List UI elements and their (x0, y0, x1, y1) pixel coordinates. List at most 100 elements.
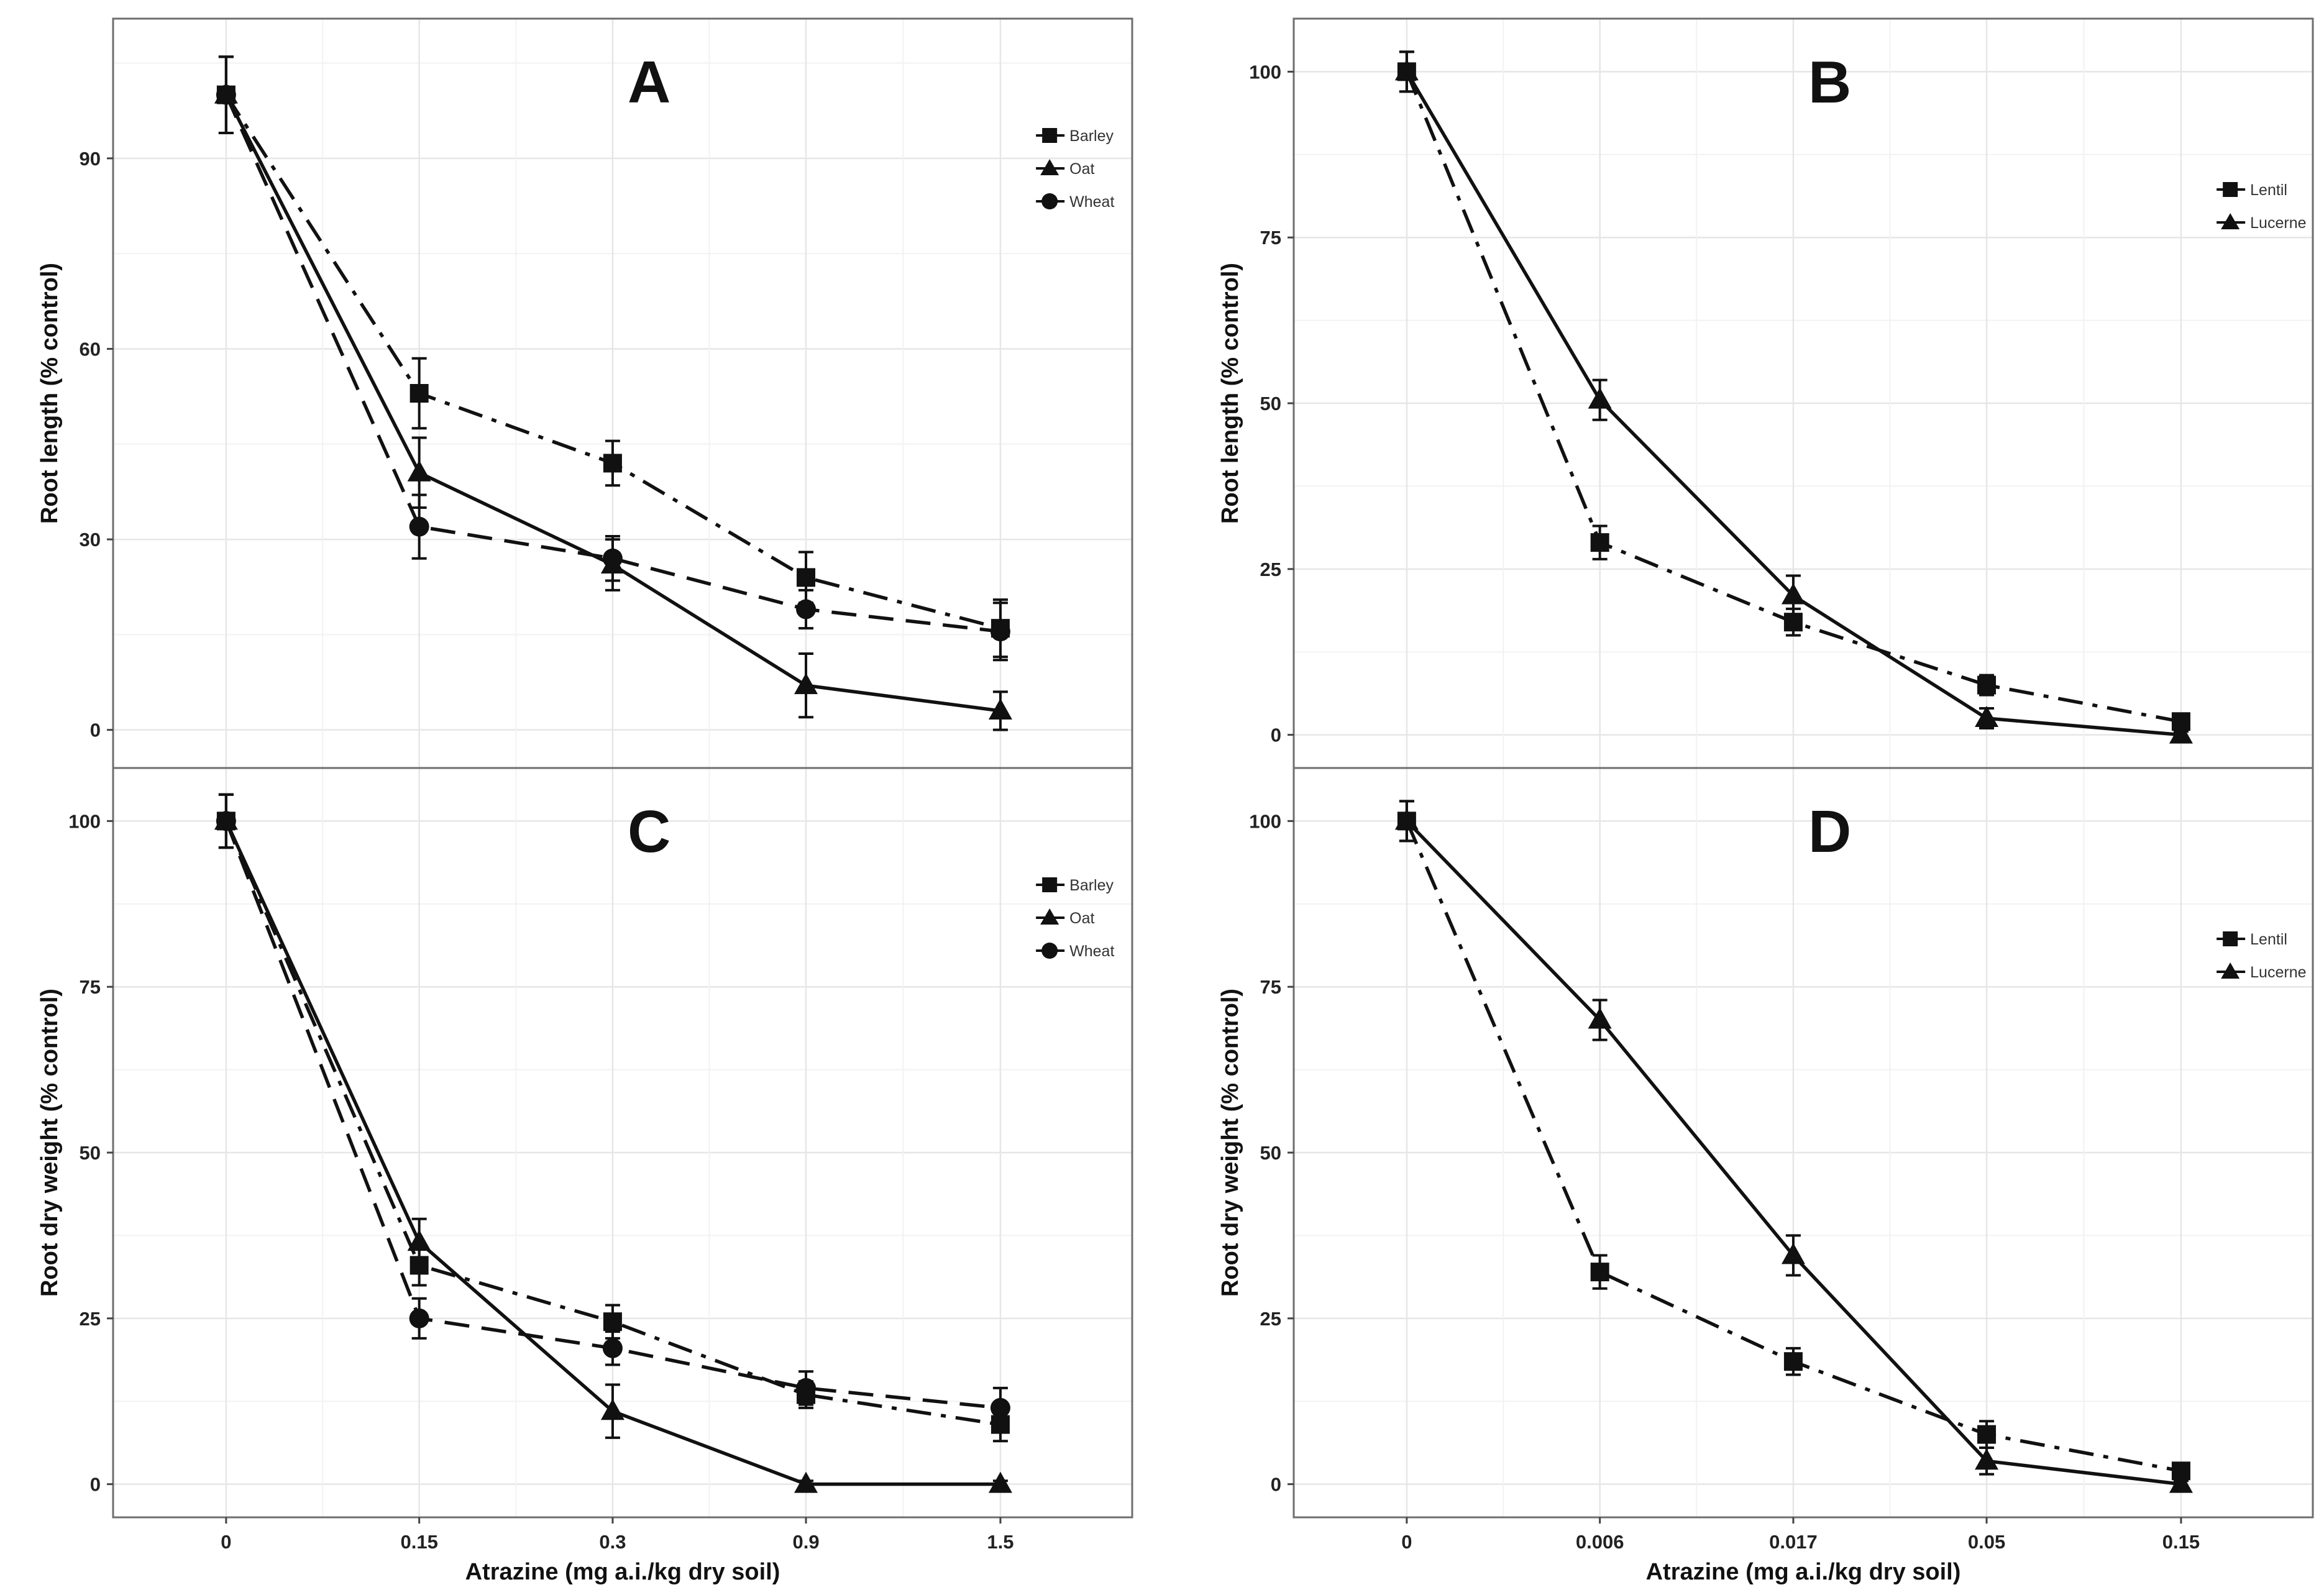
legend: Barley Oat Wheat (1036, 877, 1114, 960)
legend-key-square (1042, 877, 1058, 892)
data-point-circle (216, 85, 236, 105)
series-wheat (216, 793, 1010, 1429)
panel-D: 0 25 50 75 100 0 0.006 0.017 0.05 0.15 Root dry we… (1217, 767, 2314, 1585)
data-point-triangle (407, 1230, 431, 1251)
data-point-triangle (1588, 1007, 1612, 1029)
plot-background (113, 768, 1132, 1517)
data-point-triangle (1975, 1448, 1999, 1470)
x-axis-title: Atrazine (mg a.i./kg dry soil) (465, 1559, 780, 1585)
y-tick-label: 75 (80, 976, 101, 998)
data-point-triangle (1781, 583, 1805, 605)
series-wheat (216, 55, 1010, 662)
data-point-triangle (1781, 1243, 1805, 1264)
y-tick-label: 50 (80, 1142, 101, 1164)
y-axis-title: Root dry weight (% control) (37, 989, 63, 1297)
data-point-circle (216, 811, 236, 831)
data-point-circle (796, 1378, 817, 1398)
panel-label: C (628, 798, 670, 865)
y-tick-label: 0 (1271, 724, 1281, 746)
y-tick-label: 50 (1260, 393, 1281, 414)
y-tick-label: 50 (1260, 1142, 1281, 1164)
panel-A: 0 30 60 90 Root length (% control) A Barley Oat… (37, 17, 1133, 774)
legend-key-circle (1041, 943, 1058, 959)
data-point-square (409, 384, 429, 403)
y-tick-label: 100 (1249, 61, 1281, 83)
legend-label: Oat (1069, 910, 1094, 927)
data-point-circle (990, 621, 1010, 642)
plot-background (113, 19, 1132, 768)
data-point-triangle (1588, 387, 1612, 409)
legend-label: Lentil (2250, 931, 2287, 948)
legend-key-triangle (1040, 159, 1059, 175)
y-tick-label: 90 (80, 148, 101, 170)
legend: Lentil Lucerne (2216, 931, 2307, 981)
y-tick-label: 100 (1249, 810, 1281, 832)
legend-label: Lentil (2250, 181, 2287, 199)
data-point-square (797, 568, 816, 587)
plot-background (1294, 768, 2313, 1517)
y-axis: 0 25 50 75 100 (68, 810, 113, 1496)
legend-key-triangle (2221, 962, 2240, 979)
legend-label: Barley (1069, 877, 1114, 894)
data-point-triangle (1975, 705, 1999, 727)
panel-label: B (1808, 49, 1851, 116)
x-tick-label: 0.017 (1769, 1531, 1818, 1553)
legend-label: Lucerne (2250, 214, 2306, 232)
data-point-circle (409, 516, 429, 537)
data-point-square (1590, 533, 1609, 552)
x-tick-label: 0.15 (2162, 1531, 2200, 1553)
x-axis: 0 0.15 0.3 0.9 1.5 (221, 1517, 1014, 1553)
plot-background (1294, 19, 2313, 768)
legend-key-square (2223, 931, 2238, 946)
panel-label: D (1808, 798, 1851, 865)
x-tick-label: 0.05 (1968, 1531, 2005, 1553)
y-tick-label: 25 (1260, 1308, 1281, 1330)
data-point-circle (990, 1397, 1010, 1418)
data-point-square (1590, 1263, 1609, 1282)
legend-label: Barley (1069, 127, 1114, 145)
y-axis: 0 30 60 90 (80, 148, 113, 741)
data-point-square (603, 1312, 622, 1332)
panel-label: A (628, 49, 670, 116)
y-axis-title: Root length (% control) (1217, 263, 1243, 524)
y-tick-label: 0 (1271, 1474, 1281, 1496)
y-axis: 0 25 50 75 100 (1249, 61, 1294, 746)
y-tick-label: 75 (1260, 976, 1281, 998)
legend-key-triangle (2221, 213, 2240, 229)
y-axis: 0 25 50 75 100 (1249, 810, 1294, 1496)
y-tick-label: 60 (80, 338, 101, 360)
legend-label: Wheat (1069, 193, 1114, 211)
data-point-circle (602, 1338, 623, 1358)
panel-B: 0 25 50 75 100 Root length (% control) B Lentil… (1217, 17, 2314, 774)
gridlines (1294, 768, 2313, 1517)
data-point-triangle (407, 460, 431, 482)
x-axis-title: Atrazine (mg a.i./kg dry soil) (1646, 1559, 1961, 1585)
data-point-square (1783, 1352, 1803, 1371)
series-lucerne (1394, 50, 2193, 744)
x-tick-label: 0.006 (1576, 1531, 1624, 1553)
legend-label: Lucerne (2250, 964, 2306, 981)
x-tick-label: 0 (221, 1531, 231, 1553)
x-tick-label: 0.15 (400, 1531, 437, 1553)
legend-key-circle (1041, 193, 1058, 209)
y-tick-label: 0 (90, 720, 101, 741)
data-point-square (1977, 675, 1997, 695)
data-point-square (603, 454, 622, 473)
data-point-circle (796, 599, 817, 619)
y-tick-label: 0 (90, 1474, 101, 1496)
data-point-square (1977, 1425, 1997, 1444)
x-tick-label: 0 (1401, 1531, 1412, 1553)
data-point-triangle (1394, 808, 1419, 830)
y-axis-title: Root length (% control) (37, 263, 63, 524)
y-tick-label: 100 (68, 810, 101, 832)
gridlines (113, 19, 1132, 768)
legend-key-square (2223, 182, 2238, 197)
data-point-triangle (1394, 59, 1419, 81)
x-tick-label: 0.9 (792, 1531, 819, 1553)
data-point-triangle (600, 1399, 624, 1420)
legend: Lentil Lucerne (2216, 181, 2307, 232)
data-point-circle (602, 548, 623, 569)
plot-frame (1292, 767, 2314, 1519)
plot-frame (112, 767, 1133, 1519)
